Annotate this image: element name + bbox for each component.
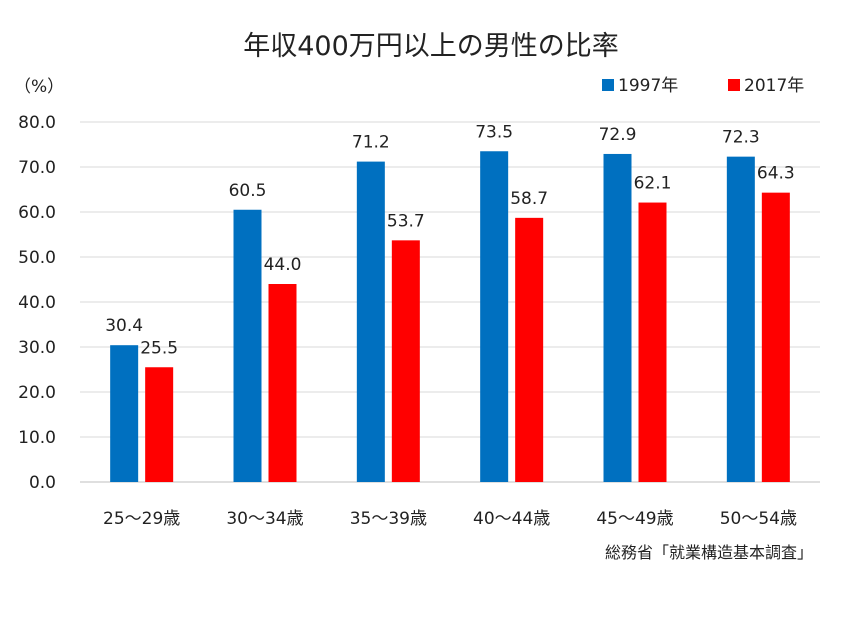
x-tick-label: 45～49歳 <box>596 509 673 529</box>
source-note: 総務省「就業構造基本調査」 <box>605 543 813 562</box>
data-label: 25.5 <box>140 338 178 358</box>
legend-swatch-2017 <box>728 79 740 91</box>
legend-swatch-1997 <box>602 79 614 91</box>
gridlines <box>80 121 820 483</box>
y-tick-label: 20.0 <box>18 383 56 403</box>
legend: 1997年 2017年 <box>602 76 804 96</box>
data-label: 44.0 <box>264 255 302 275</box>
bar-1997年-35～39歳 <box>356 161 385 482</box>
data-label: 72.3 <box>722 128 760 148</box>
y-axis-ticks: 0.0 10.0 20.0 30.0 40.0 50.0 60.0 70.0 80.0 <box>18 113 56 493</box>
y-tick-label: 60.0 <box>18 203 56 223</box>
bar-2017年-25～29歳 <box>145 367 174 482</box>
bar-2017年-30～34歳 <box>268 284 297 482</box>
data-labels: 30.425.5 60.5 44.0 71.2 53.7 73.5 58.7 72.9 62.1… <box>105 122 795 358</box>
bar-1997年-45～49歳 <box>603 153 632 482</box>
data-label: 62.1 <box>634 174 672 194</box>
y-tick-label: 40.0 <box>18 293 56 313</box>
bar-2017年-40～44歳 <box>515 217 544 482</box>
y-tick-label: 50.0 <box>18 248 56 268</box>
bar-2017年-45～49歳 <box>638 202 667 483</box>
legend-label-1997: 1997年 <box>618 76 678 96</box>
bar-1997年-30～34歳 <box>233 209 262 482</box>
y-tick-label: 80.0 <box>18 113 56 133</box>
x-tick-label: 25～29歳 <box>103 509 180 529</box>
y-tick-label: 70.0 <box>18 158 56 178</box>
y-tick-label: 30.0 <box>18 338 56 358</box>
bar-1997年-50～54歳 <box>726 156 755 482</box>
data-label: 60.5 <box>229 181 267 201</box>
y-tick-label: 10.0 <box>18 428 56 448</box>
bar-2017年-50～54歳 <box>761 192 790 482</box>
chart-title: 年収400万円以上の男性の比率 <box>243 31 619 62</box>
x-tick-label: 50～54歳 <box>720 509 797 529</box>
bars <box>110 151 790 483</box>
x-tick-label: 40～44歳 <box>473 509 550 529</box>
y-tick-label: 0.0 <box>29 473 56 493</box>
data-label: 64.3 <box>757 164 795 184</box>
x-tick-label: 30～34歳 <box>226 509 303 529</box>
data-label: 72.9 <box>599 125 637 145</box>
bar-2017年-35～39歳 <box>391 240 420 482</box>
data-label: 73.5 <box>475 122 513 142</box>
data-label: 71.2 <box>352 133 390 153</box>
bar-1997年-40～44歳 <box>480 151 509 482</box>
data-label: 58.7 <box>510 189 548 209</box>
x-axis-ticks: 25～29歳 30～34歳 35～39歳 40～44歳 45～49歳 50～54歳 <box>103 509 797 529</box>
y-axis-unit-label: （%） <box>14 77 64 97</box>
data-label: 53.7 <box>387 211 425 231</box>
data-label: 30.4 <box>105 316 143 336</box>
x-tick-label: 35～39歳 <box>350 509 427 529</box>
legend-label-2017: 2017年 <box>744 76 804 96</box>
bar-1997年-25～29歳 <box>110 345 139 482</box>
